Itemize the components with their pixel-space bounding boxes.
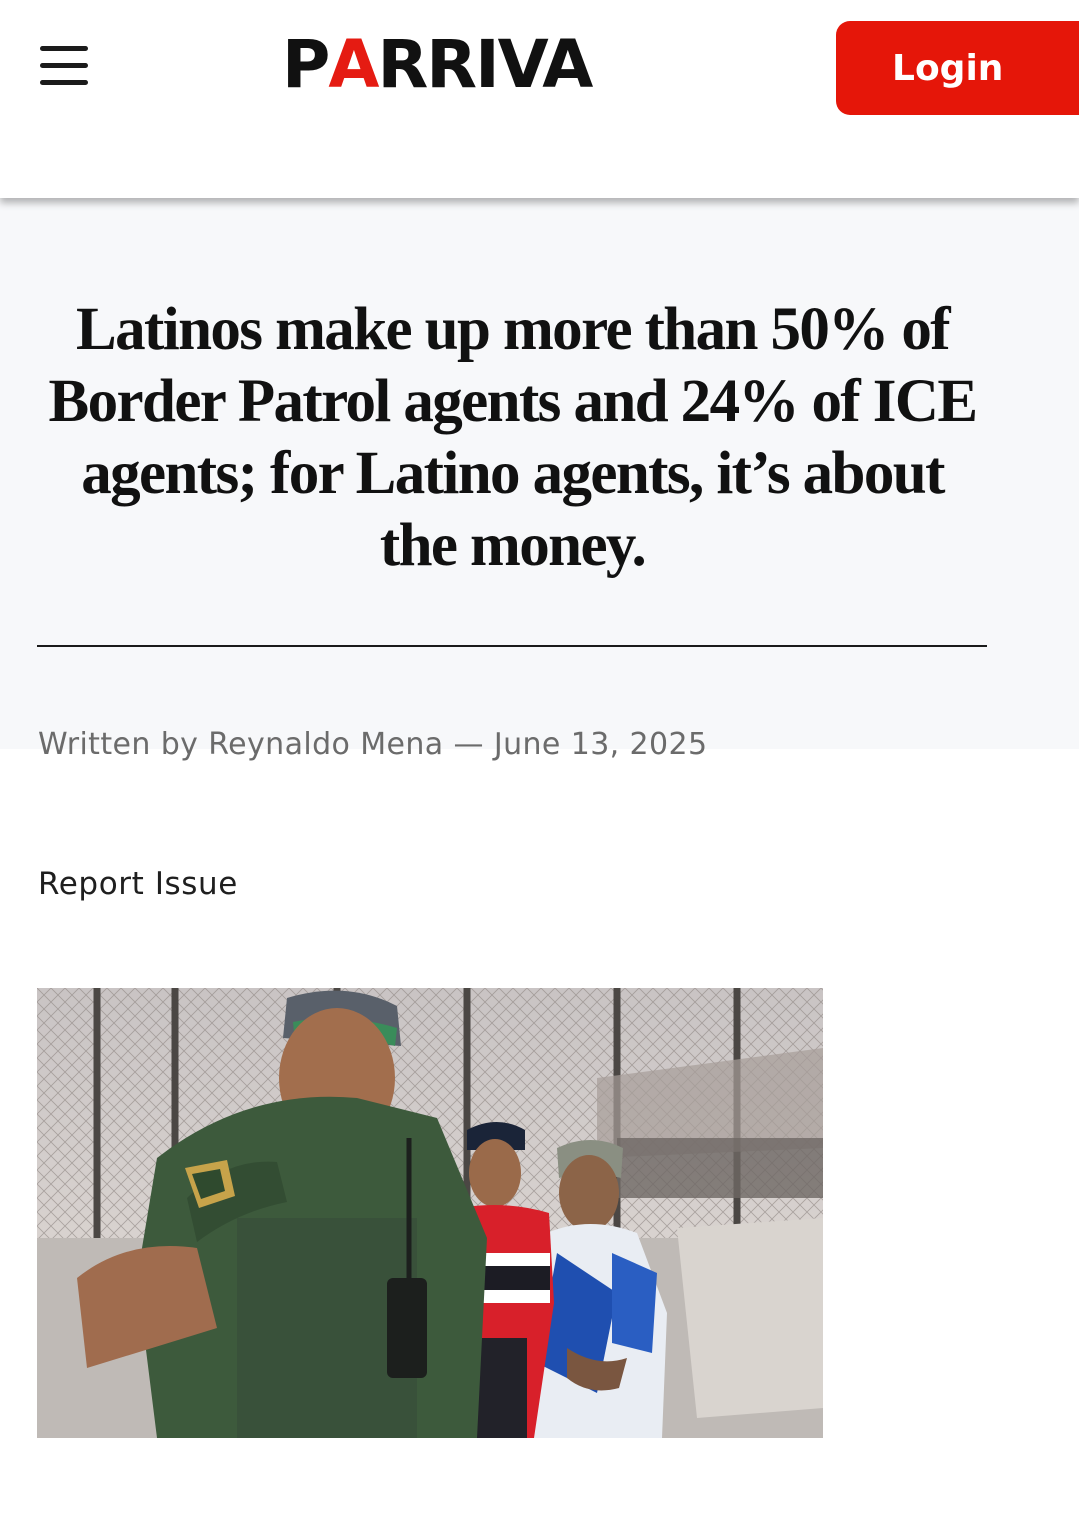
site-logo[interactable]: P A RRIVA: [282, 30, 666, 100]
logo-letters-rest: RRIVA: [377, 26, 593, 103]
logo-letter-p: P: [282, 26, 330, 103]
login-button[interactable]: Login: [836, 21, 1079, 115]
article-byline: Written by Reynaldo Mena — June 13, 2025: [38, 727, 708, 762]
article-photo: [37, 988, 823, 1438]
article-title-band: [0, 198, 1079, 749]
logo-letter-a-accent: A: [328, 26, 379, 103]
headline-divider: [37, 645, 987, 647]
hamburger-menu-icon[interactable]: [38, 44, 90, 88]
site-header: P A RRIVA Login: [0, 0, 1079, 198]
menu-bar-top: [40, 46, 88, 51]
article-headline: Latinos make up more than 50% of Border …: [48, 296, 979, 579]
menu-bar-bottom: [40, 80, 88, 85]
article-photo-illustration: [37, 988, 823, 1438]
menu-bar-middle: [40, 63, 88, 68]
report-issue-link[interactable]: Report Issue: [38, 866, 238, 902]
